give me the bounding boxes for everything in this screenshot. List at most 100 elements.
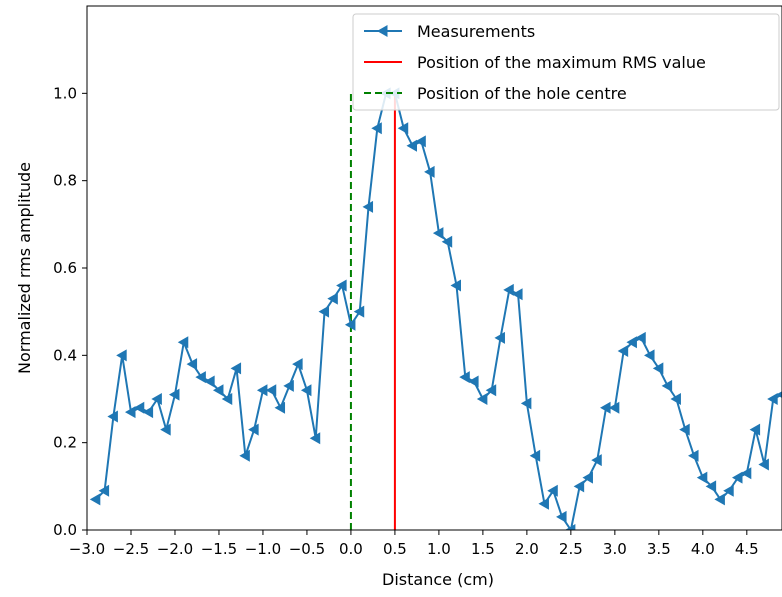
data-point <box>556 510 567 523</box>
data-point <box>529 449 541 462</box>
data-point <box>168 388 180 401</box>
data-point <box>256 384 268 397</box>
data-point <box>600 401 611 414</box>
x-tick-label: 2.0 <box>515 540 539 558</box>
y-tick-label: 0.4 <box>53 346 77 364</box>
data-point <box>626 336 637 349</box>
data-point <box>397 122 409 135</box>
data-point <box>459 371 470 384</box>
legend-measurements-marker <box>377 25 388 37</box>
data-point <box>300 384 312 397</box>
series-line <box>95 92 782 530</box>
axes: −3.0 −2.5 −2.0 −1.5 −1.0 −0.5 0.0 0.5 1.0 1.5 2.0 2… <box>53 5 782 558</box>
data-point <box>547 484 558 497</box>
data-point <box>679 423 690 436</box>
y-tick-label: 1.0 <box>53 84 77 102</box>
x-tick-label: 3.5 <box>647 540 671 558</box>
x-tick-label: 4.0 <box>691 540 715 558</box>
data-point <box>344 318 356 331</box>
data-point <box>661 379 673 392</box>
data-point <box>195 371 206 384</box>
data-point <box>353 305 365 318</box>
data-point <box>512 288 523 301</box>
data-point <box>248 423 259 436</box>
data-point <box>468 375 479 388</box>
y-tick-label: 0.2 <box>53 434 77 452</box>
legend-hole-centre-label: Position of the hole centre <box>417 84 627 103</box>
data-point <box>371 122 382 135</box>
data-point <box>309 432 321 445</box>
legend: Measurements Position of the maximum RMS … <box>352 13 780 111</box>
data-point <box>327 292 338 305</box>
data-point <box>503 283 514 296</box>
data-point <box>212 384 224 397</box>
data-point <box>274 401 286 414</box>
data-point <box>415 135 426 148</box>
data-point <box>230 362 242 375</box>
x-tick-label: 4.5 <box>735 540 759 558</box>
x-tick-label: 2.5 <box>559 540 583 558</box>
data-point <box>89 493 101 506</box>
data-point <box>564 524 576 530</box>
legend-hole-centre: Position of the hole centre <box>364 84 627 103</box>
data-point <box>740 467 752 480</box>
legend-measurements-label: Measurements <box>417 22 535 41</box>
data-point <box>318 305 330 318</box>
data-point <box>476 393 488 405</box>
x-tick-label: −0.5 <box>289 540 325 558</box>
data-point <box>582 471 593 484</box>
x-tick-label: −2.5 <box>113 540 149 558</box>
data-point <box>635 331 646 344</box>
data-point <box>573 480 585 493</box>
data-point <box>705 480 717 493</box>
x-tick-label: −2.0 <box>157 540 193 558</box>
x-tick-label: −1.5 <box>201 540 237 558</box>
data-point <box>767 393 778 405</box>
y-tick-label: 0.8 <box>53 172 77 190</box>
data-point <box>520 397 532 410</box>
data-point <box>732 471 743 484</box>
data-point <box>749 423 761 436</box>
x-axis-label: Distance (cm) <box>382 570 494 589</box>
data-point <box>265 384 277 397</box>
data-point <box>432 227 444 240</box>
data-point <box>151 393 162 405</box>
x-tick-label: 0.0 <box>339 540 363 558</box>
data-point <box>776 391 782 399</box>
data-point <box>696 471 708 484</box>
legend-measurements: Measurements <box>364 22 535 41</box>
data-point <box>177 336 189 349</box>
data-point <box>688 449 699 462</box>
plot-area <box>89 87 782 530</box>
x-tick-label: 1.0 <box>427 540 451 558</box>
y-axis-label: Normalized rms amplitude <box>15 162 34 374</box>
x-tick-label: 1.5 <box>471 540 495 558</box>
data-point <box>494 331 505 344</box>
x-tick-label: 0.5 <box>383 540 407 558</box>
data-point <box>723 484 734 497</box>
data-point <box>441 235 453 248</box>
data-point <box>292 358 303 371</box>
data-point <box>221 393 233 405</box>
x-tick-label: 3.0 <box>603 540 627 558</box>
legend-max-rms-label: Position of the maximum RMS value <box>417 53 706 72</box>
legend-box <box>352 13 780 111</box>
data-point <box>485 384 497 397</box>
data-point <box>538 497 549 510</box>
data-point <box>644 349 655 362</box>
data-point <box>107 410 118 423</box>
y-tick-label: 0.6 <box>53 259 77 277</box>
data-point <box>758 458 769 471</box>
data-point <box>406 139 418 152</box>
data-point <box>160 423 171 436</box>
data-point <box>608 401 620 414</box>
data-point <box>652 362 664 375</box>
data-point <box>617 344 629 357</box>
data-point <box>124 406 136 419</box>
legend-max-rms: Position of the maximum RMS value <box>364 53 706 72</box>
data-point <box>204 375 215 388</box>
data-point <box>142 406 154 419</box>
data-point <box>283 379 294 392</box>
